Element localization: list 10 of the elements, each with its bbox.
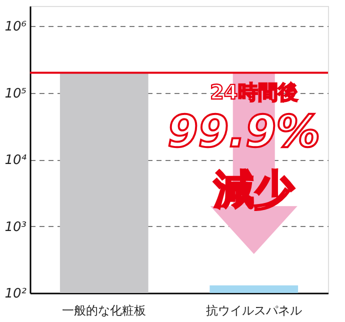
- y-tick-label: 10⁵: [4, 86, 26, 102]
- annotation: 減少: [212, 166, 295, 213]
- annotation: 99.9%: [168, 106, 320, 158]
- y-tick-label: 10⁶: [4, 20, 26, 35]
- x-tick-label: 抗ウイルスパネル: [206, 304, 302, 318]
- y-tick-label: 10³: [4, 220, 26, 235]
- annotation: 24時間後: [210, 80, 298, 104]
- y-tick-label: 10⁴: [4, 153, 28, 168]
- x-tick-label: 一般的な化粧板: [62, 304, 146, 318]
- y-tick-label: 10²: [4, 286, 26, 302]
